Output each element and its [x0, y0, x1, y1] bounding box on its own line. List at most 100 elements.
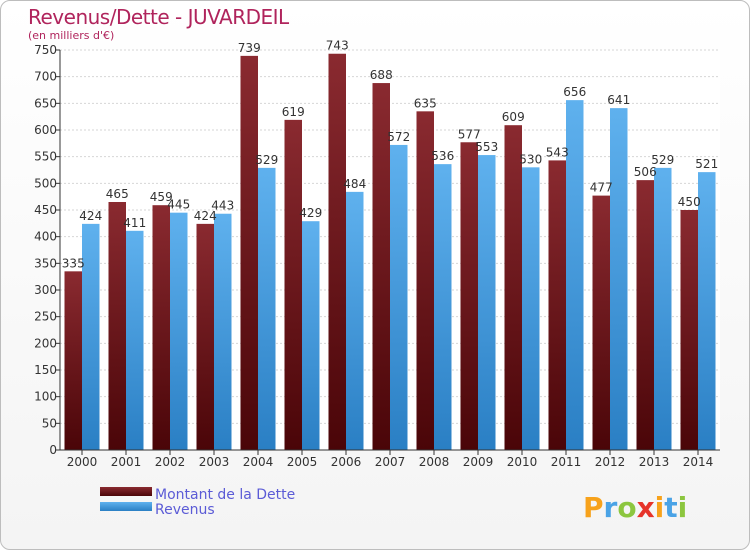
data-label-dette: 424: [194, 209, 217, 223]
data-label-dette: 465: [106, 187, 129, 201]
x-tick-label: 2004: [243, 455, 274, 469]
bar-dette: [108, 202, 126, 450]
x-tick-label: 2001: [111, 455, 142, 469]
data-label-revenus: 424: [79, 209, 102, 223]
x-tick-label: 2009: [463, 455, 494, 469]
y-tick-label: 300: [34, 283, 57, 297]
bar-revenus: [610, 108, 628, 450]
x-tick-label: 2012: [595, 455, 626, 469]
y-tick-label: 0: [49, 443, 57, 457]
x-tick-label: 2005: [287, 455, 318, 469]
x-tick-label: 2003: [199, 455, 230, 469]
data-label-revenus: 530: [519, 152, 542, 166]
bar-revenus: [478, 155, 496, 451]
bar-revenus: [346, 191, 364, 450]
x-axis: 2000 2001 2002 2003 2004 2005 2006 2007 2008 2009…: [60, 449, 720, 469]
bar-dette: [680, 210, 698, 450]
bar-dette: [64, 271, 82, 450]
x-tick-label: 2010: [507, 455, 538, 469]
legend-label-dette: Montant de la Dette: [155, 487, 295, 503]
bar-revenus: [126, 230, 144, 450]
bar-revenus: [302, 221, 320, 450]
bar-revenus: [258, 167, 276, 450]
y-tick-label: 100: [34, 390, 57, 404]
y-tick-label: 650: [34, 96, 57, 110]
bar-revenus: [390, 144, 408, 450]
data-label-dette: 459: [150, 190, 173, 204]
data-label-dette: 450: [678, 195, 701, 209]
data-label-revenus: 572: [387, 130, 410, 144]
logo-letter: r: [604, 491, 618, 524]
data-label-dette: 743: [326, 39, 349, 53]
data-label-dette: 739: [238, 41, 261, 55]
data-label-dette: 688: [370, 68, 393, 82]
y-tick-label: 350: [34, 256, 57, 270]
x-tick-label: 2013: [639, 455, 670, 469]
data-label-dette: 477: [590, 181, 613, 195]
y-tick-label: 250: [34, 310, 57, 324]
x-tick-label: 2008: [419, 455, 450, 469]
data-label-revenus: 553: [475, 140, 498, 154]
data-label-revenus: 656: [563, 85, 586, 99]
y-axis: 0 50 100 150 200 250 300 350 400 450 500 550 600 650 7…: [34, 43, 61, 457]
x-tick-label: 2000: [67, 455, 98, 469]
y-tick-label: 550: [34, 150, 57, 164]
bar-revenus: [82, 223, 100, 450]
x-tick-label: 2011: [551, 455, 582, 469]
data-labels: 3354244654114594454244437395296194297434…: [62, 39, 718, 271]
bar-revenus: [214, 213, 232, 450]
data-label-revenus: 429: [299, 206, 322, 220]
data-label-revenus: 484: [343, 177, 366, 191]
bar-dette: [592, 195, 610, 450]
data-label-dette: 335: [62, 256, 85, 270]
bar-dette: [196, 223, 214, 450]
bar-revenus: [566, 100, 584, 450]
y-tick-label: 150: [34, 363, 57, 377]
data-label-revenus: 529: [651, 153, 674, 167]
data-label-dette: 609: [502, 110, 525, 124]
y-tick-label: 450: [34, 203, 57, 217]
data-label-dette: 543: [546, 145, 569, 159]
legend-swatch-revenus: [100, 502, 152, 511]
data-label-revenus: 411: [123, 216, 146, 230]
bar-dette: [460, 142, 478, 450]
logo-letter: o: [617, 491, 636, 524]
logo-letter: i: [655, 491, 665, 524]
data-label-revenus: 529: [255, 153, 278, 167]
y-tick-label: 50: [42, 416, 57, 430]
data-label-revenus: 641: [607, 93, 630, 107]
data-label-revenus: 536: [431, 149, 454, 163]
legend-swatch-dette: [100, 487, 152, 496]
logo-letter: t: [664, 491, 677, 524]
y-tick-label: 700: [34, 70, 57, 84]
bar-dette: [504, 125, 522, 450]
bar-dette: [416, 111, 434, 450]
x-tick-label: 2014: [683, 455, 714, 469]
bar-dette: [240, 55, 258, 450]
bar-dette: [636, 180, 654, 450]
bars: [64, 53, 716, 451]
y-tick-label: 400: [34, 230, 57, 244]
logo-text: Proxiti: [583, 491, 687, 524]
bar-revenus: [522, 167, 540, 451]
y-tick-label: 200: [34, 336, 57, 350]
legend-label-revenus: Revenus: [155, 502, 215, 518]
data-label-revenus: 521: [695, 157, 718, 171]
bar-dette: [548, 160, 566, 450]
proxiti-logo: Proxiti: [583, 491, 687, 524]
bar-revenus: [698, 172, 716, 450]
bar-dette: [372, 83, 390, 451]
chart-subtitle: (en milliers d'€): [28, 29, 115, 42]
data-label-dette: 619: [282, 105, 305, 119]
bar-dette: [328, 53, 346, 450]
bar-revenus: [654, 167, 672, 450]
data-label-dette: 635: [414, 96, 437, 110]
bar-revenus: [434, 164, 452, 450]
data-label-revenus: 443: [211, 199, 234, 213]
data-label-revenus: 445: [167, 198, 190, 212]
data-label-dette: 506: [634, 165, 657, 179]
logo-letter: i: [678, 491, 688, 524]
chart-title: Revenus/Dette - JUVARDEIL: [28, 5, 289, 29]
y-tick-label: 500: [34, 176, 57, 190]
